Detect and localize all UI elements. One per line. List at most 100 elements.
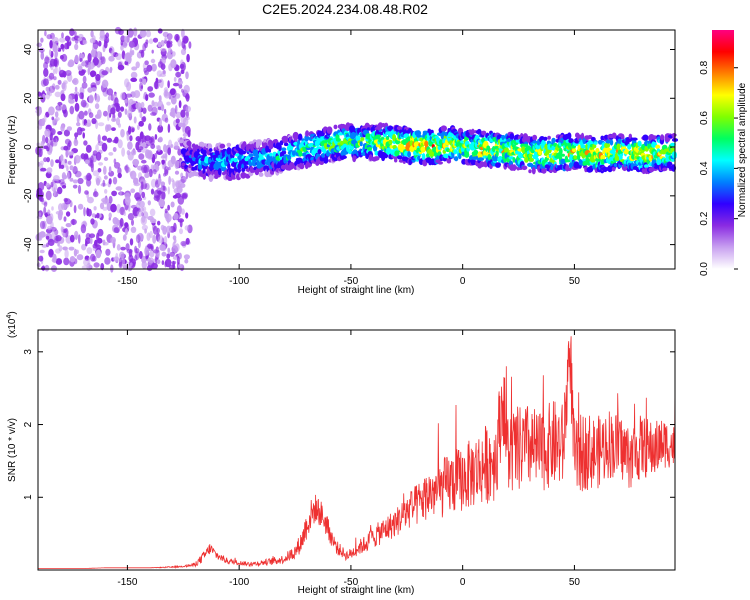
noise-speck xyxy=(167,204,171,211)
noise-speck xyxy=(170,201,175,208)
noise-speck xyxy=(40,51,45,60)
spectral-cell xyxy=(600,154,606,161)
spectrogram-y-ticks: -40 -20 0 20 40 xyxy=(23,44,675,252)
noise-speck xyxy=(186,53,190,63)
noise-speck xyxy=(92,43,99,50)
noise-speck xyxy=(137,124,140,130)
noise-speck xyxy=(158,95,162,102)
spectral-cell xyxy=(219,143,226,149)
spectral-cell xyxy=(180,148,187,155)
noise-speck xyxy=(47,209,51,215)
noise-speck xyxy=(112,217,119,225)
spectral-cell xyxy=(257,139,262,145)
spectral-cell xyxy=(580,144,587,149)
noise-speck xyxy=(171,51,176,57)
spectral-cell xyxy=(443,153,450,159)
noise-speck xyxy=(150,138,154,143)
noise-speck xyxy=(148,38,154,44)
noise-speck xyxy=(64,159,68,164)
noise-speck xyxy=(117,111,122,118)
spectral-cell xyxy=(670,142,676,147)
spectral-cell xyxy=(394,158,398,163)
noise-speck xyxy=(157,220,161,226)
noise-speck xyxy=(39,191,45,198)
y-tick-label: 1 xyxy=(23,494,34,500)
noise-speck xyxy=(65,211,71,217)
noise-speck xyxy=(179,228,183,235)
noise-speck xyxy=(134,38,138,46)
noise-speck xyxy=(142,141,147,148)
noise-speck xyxy=(126,81,132,92)
noise-speck xyxy=(108,152,114,156)
spectral-cell xyxy=(668,161,672,166)
noise-speck xyxy=(107,95,112,101)
spectral-cell xyxy=(444,131,449,137)
noise-speck xyxy=(98,162,104,166)
noise-speck xyxy=(108,212,112,219)
noise-speck xyxy=(173,76,177,82)
noise-speck xyxy=(167,123,171,133)
noise-speck xyxy=(74,43,79,50)
noise-speck xyxy=(67,61,74,68)
noise-speck xyxy=(92,191,99,198)
noise-speck xyxy=(185,71,189,80)
noise-speck xyxy=(180,109,186,118)
noise-speck xyxy=(64,249,69,259)
spectral-cell xyxy=(604,134,609,140)
noise-speck xyxy=(90,49,96,58)
noise-speck xyxy=(92,243,98,249)
noise-speck xyxy=(159,118,162,127)
noise-speck xyxy=(83,259,89,266)
noise-speck xyxy=(85,122,92,127)
noise-speck xyxy=(118,257,123,267)
noise-speck xyxy=(69,151,74,156)
noise-speck xyxy=(139,112,143,118)
noise-speck xyxy=(39,231,46,238)
spectral-cell xyxy=(408,158,412,166)
noise-speck xyxy=(128,125,132,135)
noise-speck xyxy=(152,37,159,43)
spectral-cell xyxy=(528,169,532,174)
noise-speck xyxy=(78,110,85,120)
noise-speck xyxy=(108,178,112,185)
noise-speck xyxy=(117,167,122,175)
noise-speck xyxy=(141,224,148,231)
x-tick-label: -100 xyxy=(229,577,249,588)
noise-speck xyxy=(160,40,165,47)
noise-speck xyxy=(149,230,153,239)
noise-speck xyxy=(117,139,123,149)
noise-speck xyxy=(67,142,71,151)
noise-speck xyxy=(174,160,180,170)
spectral-cell xyxy=(446,159,452,164)
noise-speck xyxy=(62,174,68,180)
spectral-cell xyxy=(184,155,191,163)
noise-speck xyxy=(97,228,104,237)
spectral-cell xyxy=(621,133,625,141)
noise-speck xyxy=(46,157,50,163)
noise-speck xyxy=(38,255,44,262)
spectral-cell xyxy=(243,165,249,170)
noise-speck xyxy=(80,40,83,45)
noise-speck xyxy=(103,165,107,175)
spectral-cell xyxy=(509,133,515,140)
noise-speck xyxy=(174,104,178,114)
noise-speck xyxy=(42,78,49,86)
spectrogram-x-ticks: -150 -100 -50 0 50 xyxy=(117,30,580,287)
noise-speck xyxy=(129,238,134,246)
noise-speck xyxy=(90,30,94,38)
noise-speck xyxy=(139,82,144,92)
noise-speck xyxy=(172,194,178,199)
noise-speck xyxy=(63,216,67,222)
noise-speck xyxy=(65,223,72,228)
noise-speck xyxy=(111,190,117,197)
noise-speck xyxy=(170,59,177,69)
noise-speck xyxy=(148,123,152,131)
noise-speck xyxy=(162,186,166,191)
noise-speck xyxy=(162,225,168,235)
noise-speck xyxy=(90,218,95,225)
noise-speck xyxy=(114,97,119,106)
noise-speck xyxy=(95,151,102,161)
spectral-cell xyxy=(373,156,380,161)
noise-speck xyxy=(138,146,144,151)
noise-speck xyxy=(74,95,78,101)
